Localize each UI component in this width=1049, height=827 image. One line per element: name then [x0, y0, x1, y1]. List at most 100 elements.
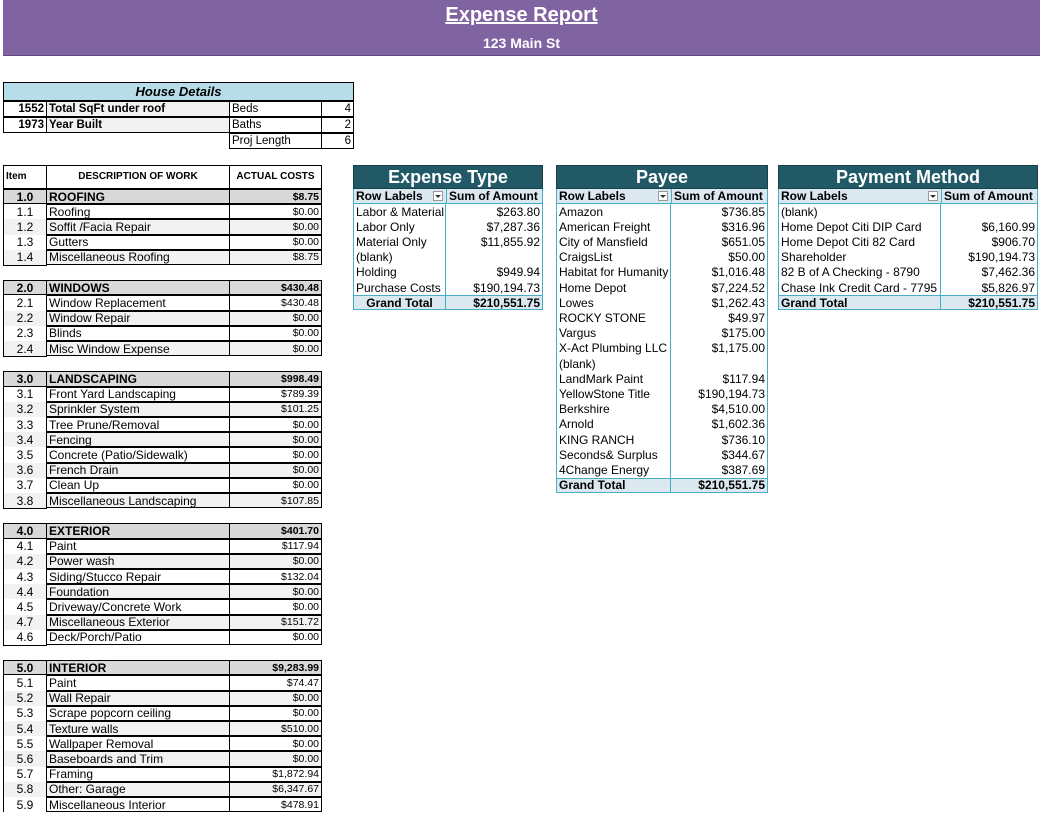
item-number: 3.5: [3, 447, 47, 463]
pivot-amount: $316.96: [671, 219, 768, 235]
item-number: 3.6: [3, 462, 47, 478]
work-description: Tree Prune/Removal: [46, 417, 230, 433]
pivot-header: Row Labels: [353, 189, 446, 204]
spacer: [3, 508, 47, 523]
pivot-row-label: Labor & Material: [353, 204, 446, 220]
pivot-amount: $7,462.36: [941, 264, 1038, 280]
house-details-title: House Details: [3, 82, 354, 101]
grand-total-label: Grand Total: [353, 295, 446, 311]
section-name: LANDSCAPING: [46, 371, 230, 387]
pivot-row-label: LandMark Paint: [556, 371, 671, 387]
pivot-amount: $387.69: [671, 462, 768, 478]
house-detail-cell: Proj Length: [229, 133, 322, 149]
section-name: ROOFING: [46, 189, 230, 205]
header-band: [3, 0, 1040, 56]
section-total: $401.70: [229, 523, 322, 539]
filter-dropdown[interactable]: [433, 191, 443, 201]
item-number: 4.2: [3, 553, 47, 569]
grand-total-amount: $210,551.75: [671, 477, 768, 493]
pivot-title: Payment Method: [778, 165, 1038, 189]
pivot-header: Sum of Amount: [446, 189, 543, 204]
work-description: Wallpaper Removal: [46, 736, 230, 752]
pivot-amount-empty: [671, 356, 768, 372]
work-cost: $74.47: [229, 675, 322, 691]
item-number: 2.1: [3, 295, 47, 311]
pivot-amount: $5,826.97: [941, 280, 1038, 296]
work-description: Miscellaneous Roofing: [46, 249, 230, 265]
dropdown-arrow: [660, 195, 666, 198]
section-item: 1.0: [3, 189, 47, 205]
work-cost: $0.00: [229, 219, 322, 235]
work-description: Deck/Porch/Patio: [46, 629, 230, 645]
section-item: 4.0: [3, 523, 47, 539]
pivot-amount: $263.80: [446, 204, 543, 220]
work-description: Scrape popcorn ceiling: [46, 705, 230, 721]
item-number: 1.1: [3, 204, 47, 220]
house-detail-cell: 4: [321, 101, 354, 117]
work-cost: $101.25: [229, 401, 322, 417]
work-description: Miscellaneous Landscaping: [46, 493, 230, 509]
work-description: Driveway/Concrete Work: [46, 599, 230, 615]
pivot-row-label: American Freight: [556, 219, 671, 235]
work-description: Window Repair: [46, 310, 230, 326]
dropdown-arrow: [435, 195, 441, 198]
section-item: 5.0: [3, 660, 47, 676]
dropdown-arrow: [930, 195, 936, 198]
work-description: Wall Repair: [46, 690, 230, 706]
pivot-row-label: Arnold: [556, 416, 671, 432]
section-item: 3.0: [3, 371, 47, 387]
filter-dropdown[interactable]: [658, 191, 668, 201]
pivot-row-label: (blank): [778, 204, 941, 220]
pivot-row-label: Chase Ink Credit Card - 7795: [778, 280, 941, 296]
pivot-row-label: Lowes: [556, 295, 671, 311]
pivot-row-label: Vargus: [556, 325, 671, 341]
work-description: Texture walls: [46, 721, 230, 737]
work-description: Window Replacement: [46, 295, 230, 311]
work-cost: $1,872.94: [229, 766, 322, 782]
section-total: $430.48: [229, 280, 322, 296]
section-total: $998.49: [229, 371, 322, 387]
pivot-amount: $7,224.52: [671, 280, 768, 296]
house-detail-cell: Baths: [229, 117, 322, 133]
work-cost: $6,347.67: [229, 781, 322, 797]
section-total: $9,283.99: [229, 660, 322, 676]
item-number: 3.1: [3, 386, 47, 402]
item-number: 3.7: [3, 477, 47, 493]
pivot-row-label: Labor Only: [353, 219, 446, 235]
work-cost: $0.00: [229, 325, 322, 341]
pivot-amount: $190,194.73: [671, 386, 768, 402]
pivot-amount: $1,262.43: [671, 295, 768, 311]
pivot-row-label: 4Change Energy: [556, 462, 671, 478]
pivot-row-label: X-Act Plumbing LLC: [556, 340, 671, 356]
item-number: 4.6: [3, 629, 47, 645]
column-header: Item: [3, 165, 47, 189]
pivot-row-label: Home Depot Citi 82 Card: [778, 234, 941, 250]
spacer: [3, 645, 47, 660]
work-description: Miscellaneous Exterior: [46, 614, 230, 630]
section-name: EXTERIOR: [46, 523, 230, 539]
pivot-amount: $190,194.73: [446, 280, 543, 296]
pivot-title: Payee: [556, 165, 768, 189]
work-description: Roofing: [46, 204, 230, 220]
pivot-row-label: YellowStone Title: [556, 386, 671, 402]
grand-total-label: Grand Total: [778, 295, 941, 311]
work-cost: $0.00: [229, 310, 322, 326]
work-cost: $0.00: [229, 629, 322, 645]
work-description: Paint: [46, 538, 230, 554]
work-description: Siding/Stucco Repair: [46, 569, 230, 585]
work-description: Clean Up: [46, 477, 230, 493]
work-cost: $0.00: [229, 447, 322, 463]
filter-dropdown[interactable]: [928, 191, 938, 201]
column-header: ACTUAL COSTS: [229, 165, 322, 189]
work-cost: $510.00: [229, 721, 322, 737]
item-number: 1.3: [3, 234, 47, 250]
house-detail-cell: 2: [321, 117, 354, 133]
work-description: Baseboards and Trim: [46, 751, 230, 767]
item-number: 5.3: [3, 705, 47, 721]
pivot-amount: $1,016.48: [671, 264, 768, 280]
work-description: French Drain: [46, 462, 230, 478]
pivot-amount-empty: [446, 249, 543, 265]
item-number: 2.4: [3, 341, 47, 357]
item-number: 4.7: [3, 614, 47, 630]
work-cost: $0.00: [229, 736, 322, 752]
